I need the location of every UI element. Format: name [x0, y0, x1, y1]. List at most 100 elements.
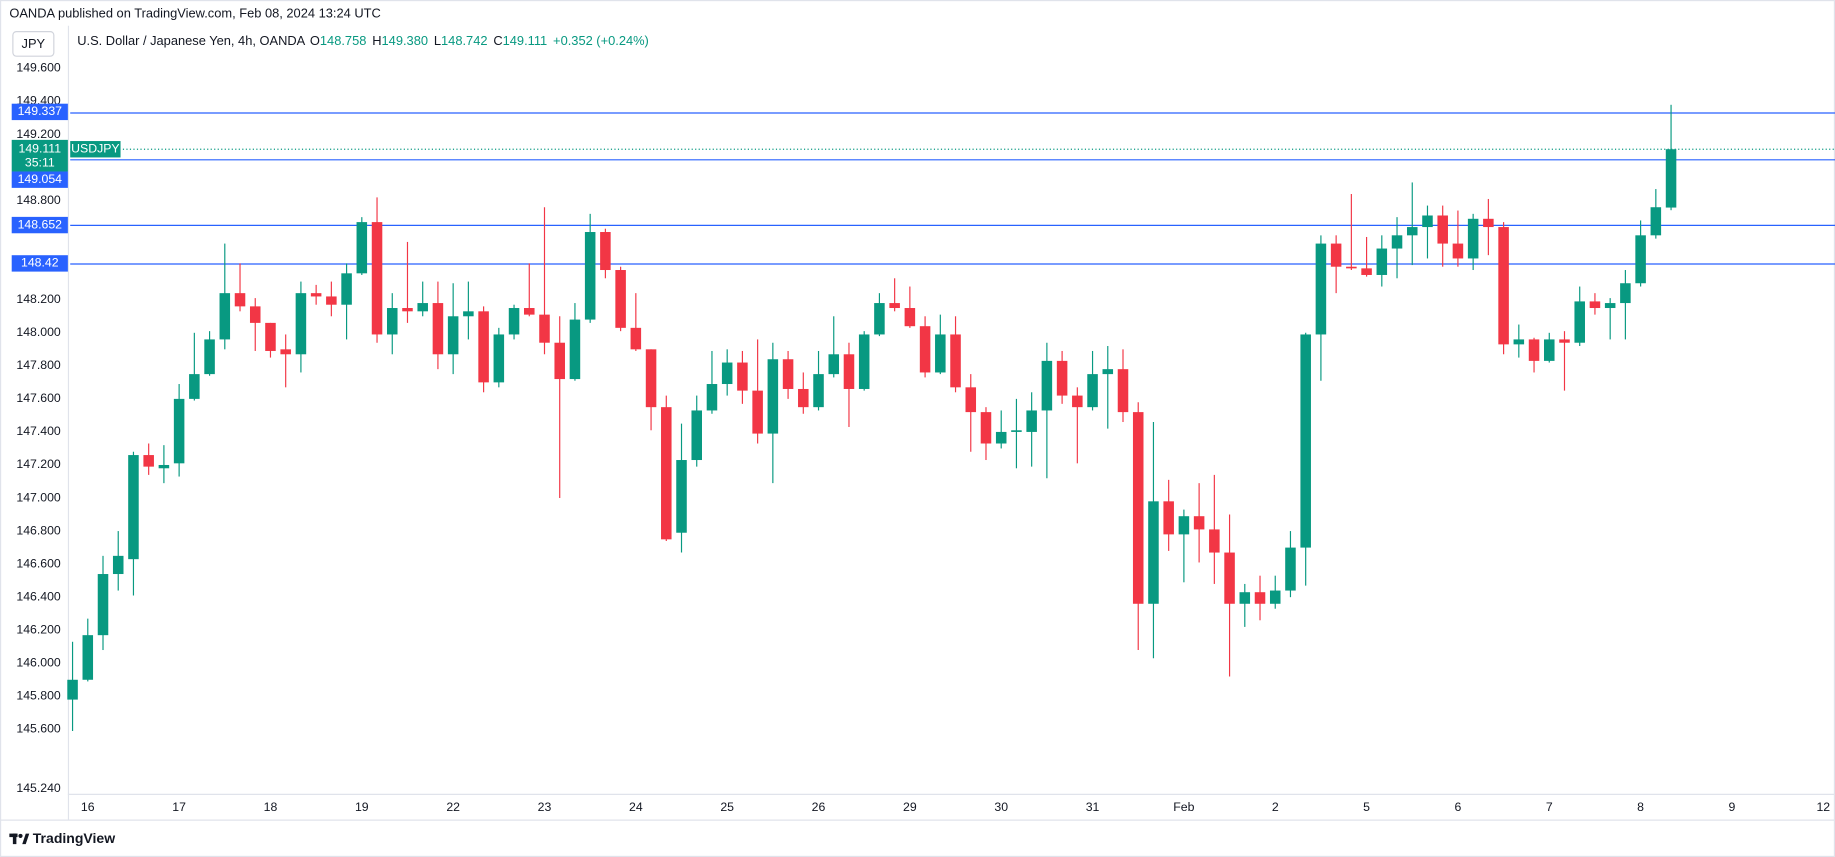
level-label: 149.054 [18, 172, 63, 186]
candle-body [478, 311, 489, 383]
candle-body [524, 308, 535, 315]
x-tick-label: 2 [1272, 800, 1279, 814]
candle-body [630, 327, 642, 350]
y-tick-label: 149.200 [16, 127, 61, 141]
publisher-line: OANDA published on TradingView.com, Feb … [9, 5, 380, 20]
candle-body [1011, 430, 1022, 432]
candle-body [1544, 339, 1555, 361]
candle-body [676, 460, 687, 533]
candle-body [706, 384, 718, 411]
y-tick-label: 146.600 [16, 556, 61, 570]
y-tick-label: 148.200 [16, 292, 61, 306]
candle-body [1665, 149, 1677, 208]
candle-body [737, 362, 748, 391]
symbol-label: USDJPY [71, 141, 119, 155]
x-tick-label: 9 [1729, 800, 1736, 814]
candle-body [980, 412, 992, 444]
candle-body [965, 387, 977, 413]
x-tick-label: 5 [1363, 800, 1370, 814]
candle-body [1315, 243, 1327, 335]
y-tick-label: 147.000 [16, 490, 61, 504]
candle-body [1254, 592, 1266, 604]
candle-body [508, 308, 520, 335]
legend-change: +0.352 (+0.24%) [553, 34, 649, 49]
logo-slash [22, 833, 30, 845]
candle-body [995, 431, 1007, 444]
candle-body [1193, 516, 1205, 530]
logo-stem [12, 833, 17, 845]
candle-body [1102, 369, 1114, 375]
y-tick-label: 147.600 [16, 391, 61, 405]
currency-button[interactable] [12, 31, 55, 57]
candle-body [447, 316, 459, 355]
candle-body [143, 455, 154, 467]
tradingview-logo [9, 833, 30, 845]
legend-value: 149.380 [382, 34, 428, 49]
candle-body [615, 270, 626, 328]
candle-body [1209, 529, 1220, 553]
candle-body [1026, 410, 1037, 432]
candle-body [1422, 215, 1433, 228]
candle-body [204, 339, 215, 375]
candle-body [584, 232, 596, 320]
y-tick-label: 147.400 [16, 424, 61, 438]
candle-body [432, 303, 444, 355]
candle-body [813, 374, 824, 408]
candle-body [1285, 547, 1296, 591]
candle-body [1604, 303, 1616, 309]
candle-body [265, 322, 276, 351]
level-label: 148.42 [21, 256, 59, 270]
candle-body [1635, 235, 1646, 284]
candle-body [691, 410, 703, 461]
legend-value: 149.111 [503, 34, 548, 49]
y-tick-label: 147.200 [16, 457, 61, 471]
candle-body [1452, 243, 1464, 259]
x-tick-label: 8 [1637, 800, 1644, 814]
level-badge [11, 171, 68, 188]
candle-body [1087, 374, 1098, 408]
x-tick-label: 29 [903, 800, 917, 814]
candle-body [1406, 227, 1418, 236]
level-label: 149.337 [18, 104, 63, 118]
candle-body [950, 334, 961, 388]
candle-body [1346, 266, 1357, 269]
candle-body [280, 349, 291, 355]
y-tick-label: 145.600 [16, 722, 61, 736]
currency-button-label[interactable]: JPY [22, 36, 46, 51]
candle-body [539, 314, 550, 343]
countdown-label: 35:11 [25, 156, 55, 170]
y-tick-label: 149.600 [16, 61, 61, 75]
candle-body [417, 303, 428, 312]
candle-body [1528, 339, 1540, 361]
candle-body [1574, 301, 1585, 343]
candle-body [82, 635, 94, 680]
candle-body [721, 362, 733, 385]
x-tick-label: 6 [1455, 800, 1462, 814]
candle-body [493, 334, 505, 383]
y-tick-label: 147.800 [16, 358, 61, 372]
legend-value: 148.742 [441, 34, 487, 49]
candle-body [1559, 339, 1570, 343]
candle-body [919, 326, 931, 373]
candle-body [1650, 207, 1662, 236]
candle-body [843, 354, 855, 389]
candle-body [386, 308, 398, 335]
level-badge [11, 103, 68, 121]
candle-body [1391, 235, 1403, 249]
x-tick-label: 24 [629, 800, 643, 814]
candle-body [858, 334, 870, 389]
candle-body [600, 232, 611, 271]
x-tick-label: 7 [1546, 800, 1553, 814]
candle-body [1178, 516, 1190, 535]
x-tick-label: 18 [264, 800, 278, 814]
candle-body [128, 455, 139, 560]
y-tick-label: 145.240 [16, 781, 61, 795]
candle-body [189, 374, 200, 399]
symbol-badge [70, 141, 121, 158]
candle-body [1163, 501, 1174, 535]
candle-body [569, 319, 581, 380]
level-label: 148.652 [18, 217, 63, 231]
candle-body [935, 334, 946, 373]
